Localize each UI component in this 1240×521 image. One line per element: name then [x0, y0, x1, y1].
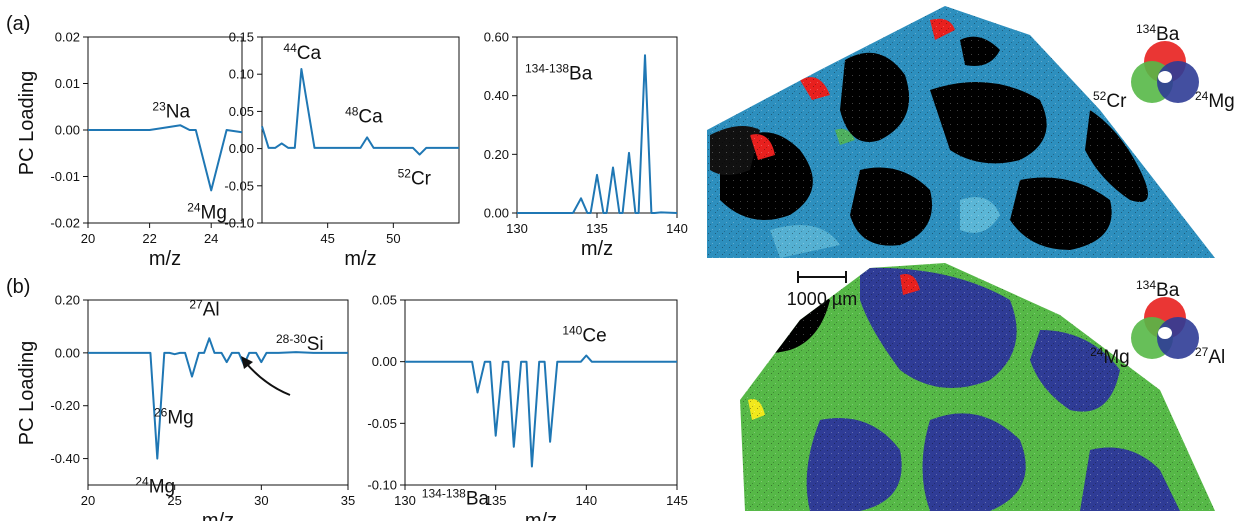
venn-legend-top: 134Ba 52Cr 24Mg — [1093, 22, 1235, 112]
x-tick-label: 50 — [386, 231, 400, 246]
x-tick-label: 130 — [394, 493, 416, 508]
peak-annotation: 44Ca — [283, 41, 321, 64]
x-axis-label: m/z — [149, 248, 181, 270]
peak-annotation: 52Cr — [398, 167, 432, 190]
y-tick-label: 0.02 — [55, 30, 80, 45]
y-tick-label: 0.60 — [484, 30, 509, 45]
venn-bottom-label-al: 27Al — [1195, 345, 1225, 368]
y-tick-label: -0.01 — [50, 169, 80, 184]
y-tick-label: 0.10 — [229, 67, 254, 82]
x-tick-label: 20 — [81, 231, 95, 246]
plot-frame — [88, 300, 348, 485]
y-tick-label: 0.00 — [372, 354, 397, 369]
y-tick-label: -0.05 — [224, 178, 254, 193]
series-line — [88, 125, 242, 190]
venn-legend-bottom: 134Ba 24Mg 27Al — [1090, 278, 1225, 368]
y-tick-label: -0.20 — [50, 398, 80, 413]
series-line — [517, 55, 677, 213]
x-tick-label: 20 — [81, 493, 95, 508]
y-tick-label: 0.05 — [229, 104, 254, 119]
scale-bar-label: 1000 µm — [787, 289, 857, 309]
chart-a3-ba: 0.00 0.20 0.40 0.60 130 135 140 m/z 134-138Ba — [484, 30, 688, 261]
scale-bar: 1000 µm — [787, 271, 857, 309]
y-tick-label: 0.00 — [55, 123, 80, 138]
x-axis-label: m/z — [202, 510, 234, 521]
y-tick-label: 0.05 — [372, 293, 397, 308]
peak-annotation: 24Mg — [187, 200, 227, 223]
y-tick-label: 0.00 — [229, 141, 254, 156]
x-tick-label: 130 — [506, 221, 528, 236]
peak-annotation: 48Ca — [345, 104, 383, 127]
peak-annotation: 140Ce — [562, 324, 606, 347]
x-tick-label: 24 — [204, 231, 218, 246]
y-tick-label: 0.01 — [55, 76, 80, 91]
y-tick-label: 0.20 — [484, 147, 509, 162]
chart-a1-na-mg: -0.02 -0.01 0.00 0.01 0.02 20 22 24 m/z 23Na 24Mg — [50, 30, 242, 271]
x-axis-label: m/z — [581, 238, 613, 260]
x-tick-label: 45 — [320, 231, 334, 246]
venn-top-label-mg: 24Mg — [1195, 89, 1235, 112]
y-tick-label: -0.10 — [224, 216, 254, 231]
x-tick-label: 22 — [142, 231, 156, 246]
series-line — [405, 356, 677, 467]
x-tick-label: 35 — [341, 493, 355, 508]
x-axis-label: m/z — [344, 248, 376, 270]
y-tick-label: 0.00 — [55, 345, 80, 360]
peak-annotation: 27Al — [189, 297, 219, 320]
y-tick-label: -0.05 — [367, 416, 397, 431]
y-tick-label: 0.00 — [484, 206, 509, 221]
peak-annotation: 23Na — [152, 99, 190, 122]
panel-label-b: (b) — [6, 276, 30, 298]
elemental-map-top — [700, 0, 1220, 260]
panel-label-a: (a) — [6, 13, 30, 35]
plot-frame — [405, 300, 677, 485]
elemental-map-bottom — [700, 260, 1220, 520]
y-tick-label: 0.40 — [484, 88, 509, 103]
y-tick-label: 0.20 — [55, 293, 80, 308]
chart-a2-ca-cr: -0.10 -0.05 0.00 0.05 0.10 0.15 45 50 m/z 44Ca 48C… — [224, 30, 459, 271]
venn-top-label-ba: 134Ba — [1136, 22, 1180, 45]
plot-frame — [262, 37, 459, 223]
venn-center — [1158, 327, 1172, 339]
x-tick-label: 140 — [666, 221, 688, 236]
x-tick-label: 30 — [254, 493, 268, 508]
si-arrow — [246, 363, 290, 395]
y-axis-label-bottom: PC Loading — [16, 341, 38, 446]
venn-center — [1158, 71, 1172, 83]
y-tick-label: 0.15 — [229, 30, 254, 45]
y-axis-label-top: PC Loading — [16, 71, 38, 176]
x-tick-label: 140 — [575, 493, 597, 508]
venn-bottom-label-ba: 134Ba — [1136, 278, 1180, 301]
y-tick-label: -0.40 — [50, 451, 80, 466]
x-axis-label: m/z — [525, 510, 557, 521]
x-tick-label: 145 — [666, 493, 688, 508]
peak-annotation: 24Mg — [135, 475, 175, 498]
peak-annotation: 134-138Ba — [422, 487, 490, 510]
x-tick-label: 135 — [586, 221, 608, 236]
peak-annotation: 134-138Ba — [525, 62, 593, 85]
series-line — [88, 338, 348, 458]
y-tick-label: -0.02 — [50, 216, 80, 231]
y-tick-label: -0.10 — [367, 478, 397, 493]
